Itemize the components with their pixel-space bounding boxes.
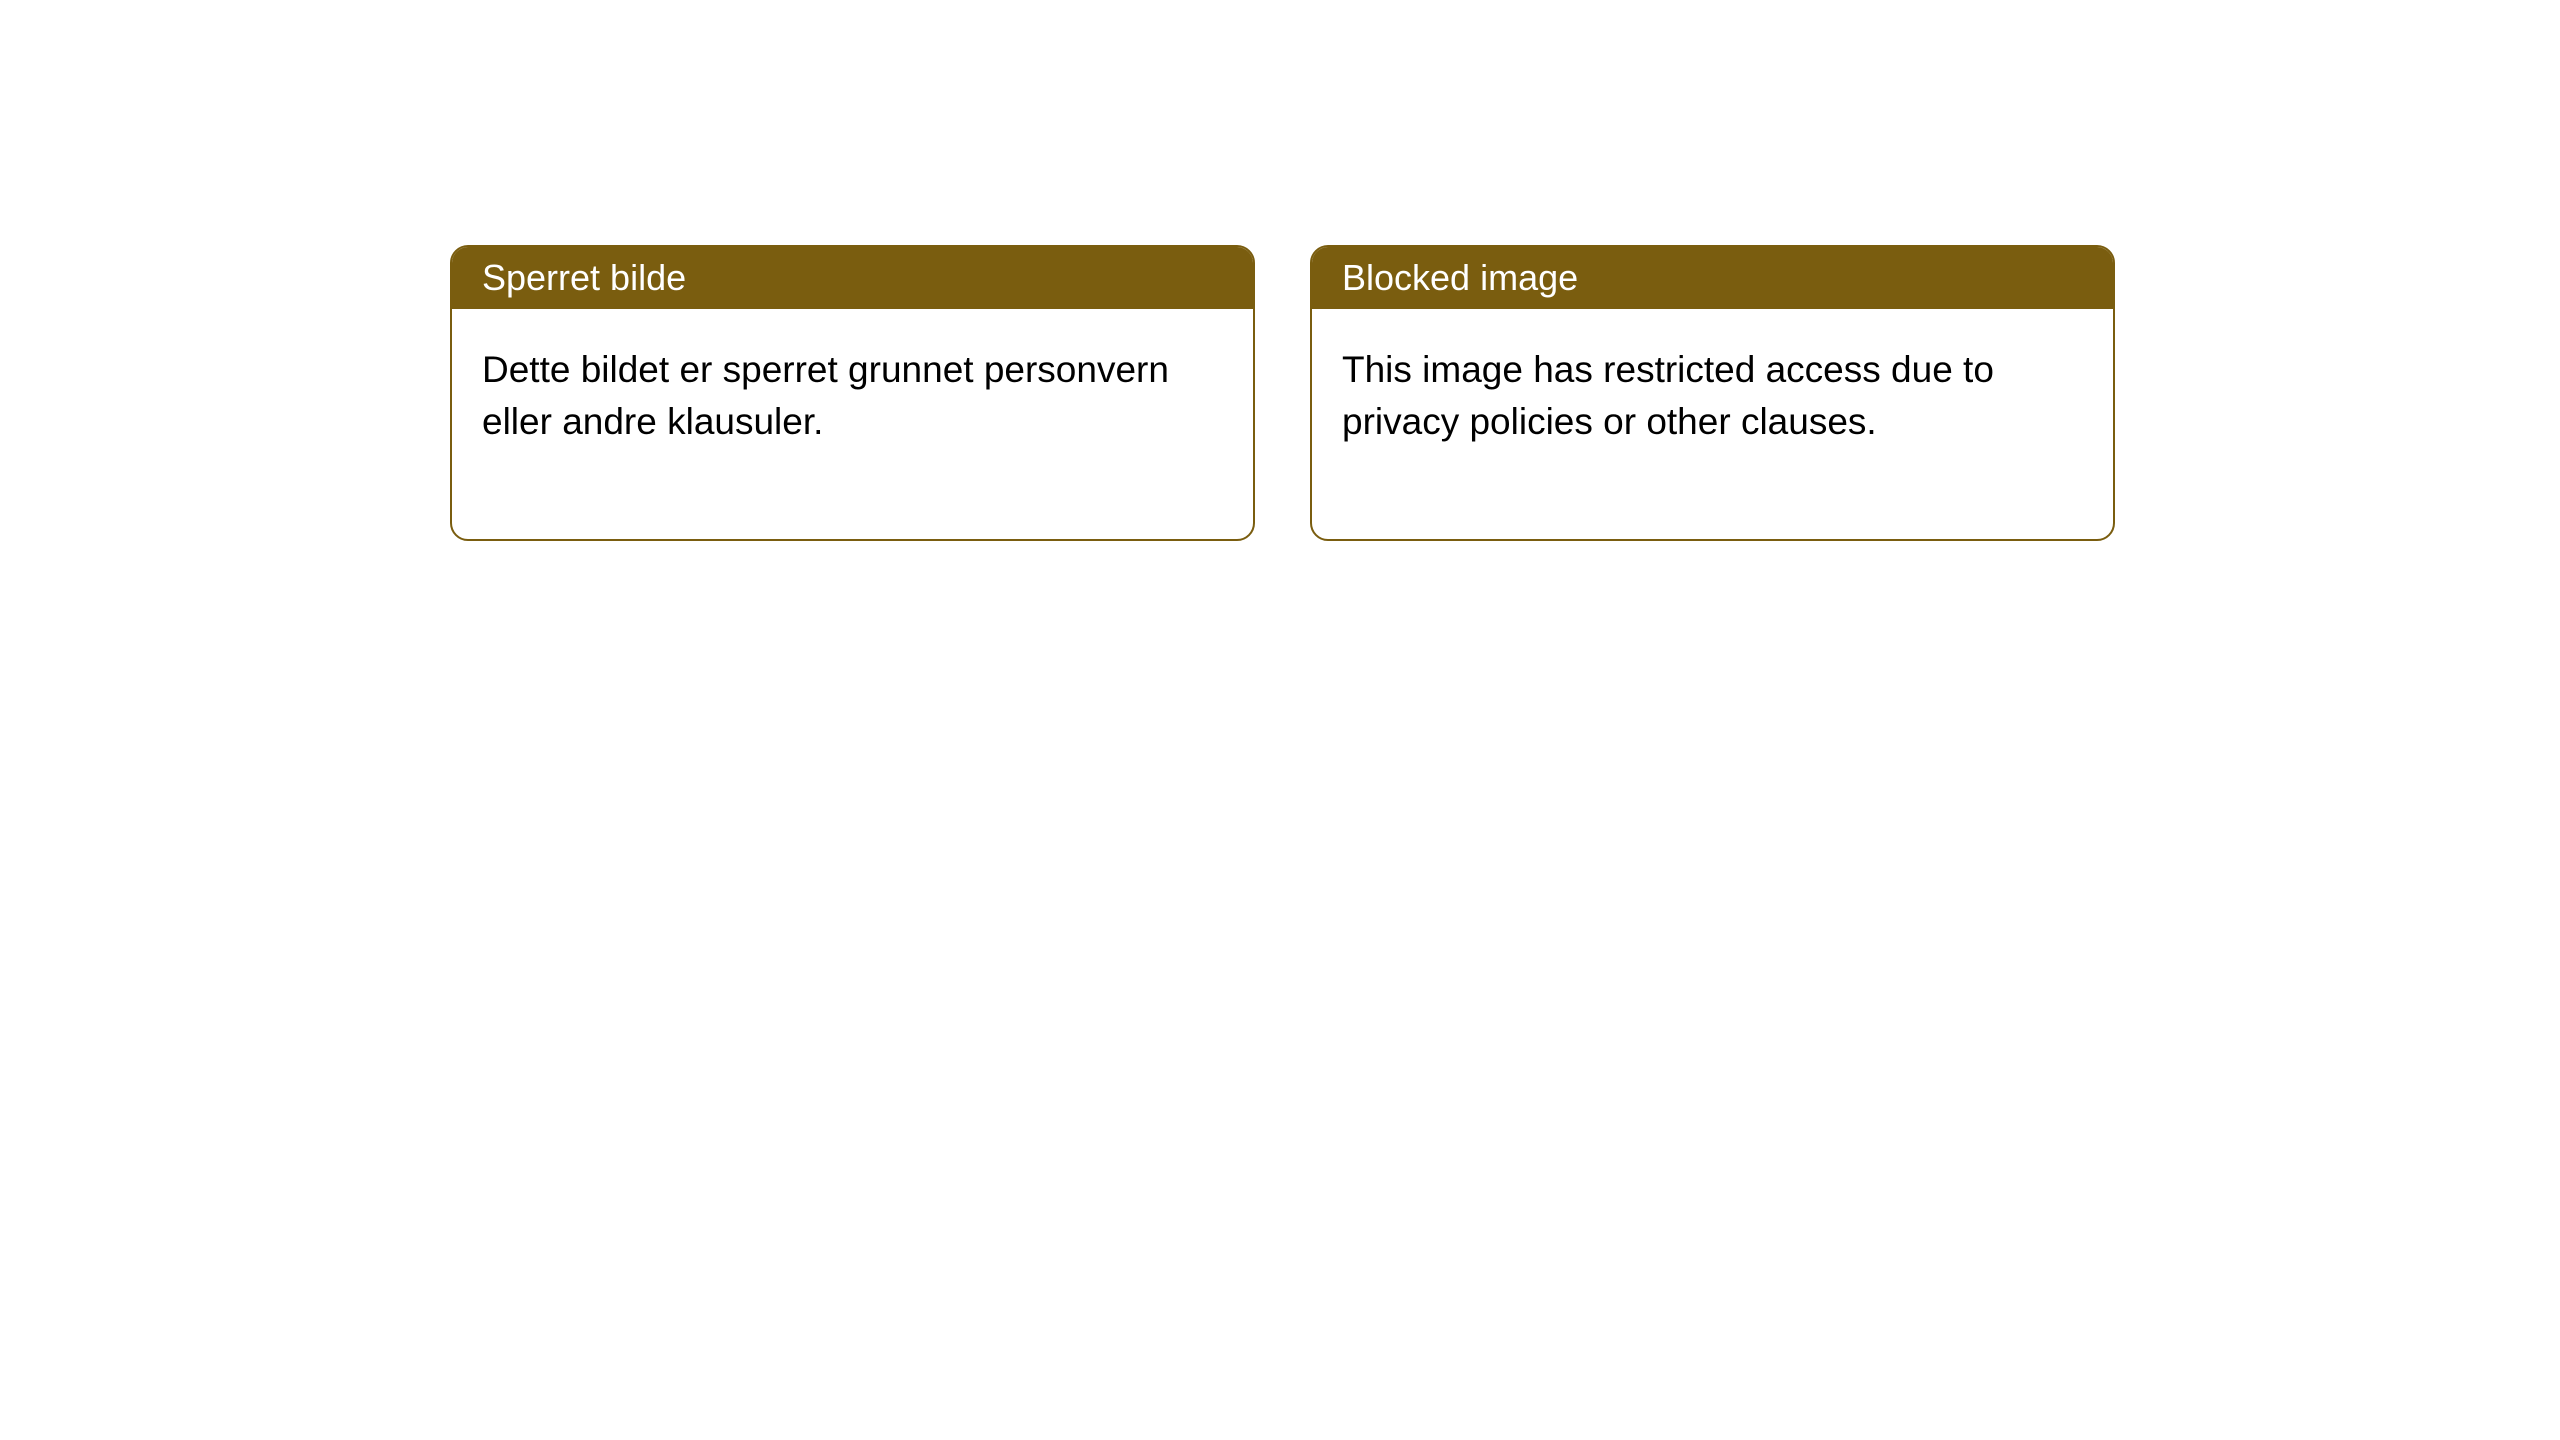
card-title: Sperret bilde: [482, 257, 686, 298]
notice-card-english: Blocked image This image has restricted …: [1310, 245, 2115, 541]
card-header: Blocked image: [1312, 247, 2113, 309]
card-body-text: Dette bildet er sperret grunnet personve…: [482, 349, 1169, 442]
card-title: Blocked image: [1342, 257, 1578, 298]
card-body-text: This image has restricted access due to …: [1342, 349, 1994, 442]
card-body: This image has restricted access due to …: [1312, 309, 2113, 539]
notice-container: Sperret bilde Dette bildet er sperret gr…: [0, 0, 2560, 541]
notice-card-norwegian: Sperret bilde Dette bildet er sperret gr…: [450, 245, 1255, 541]
card-body: Dette bildet er sperret grunnet personve…: [452, 309, 1253, 539]
card-header: Sperret bilde: [452, 247, 1253, 309]
